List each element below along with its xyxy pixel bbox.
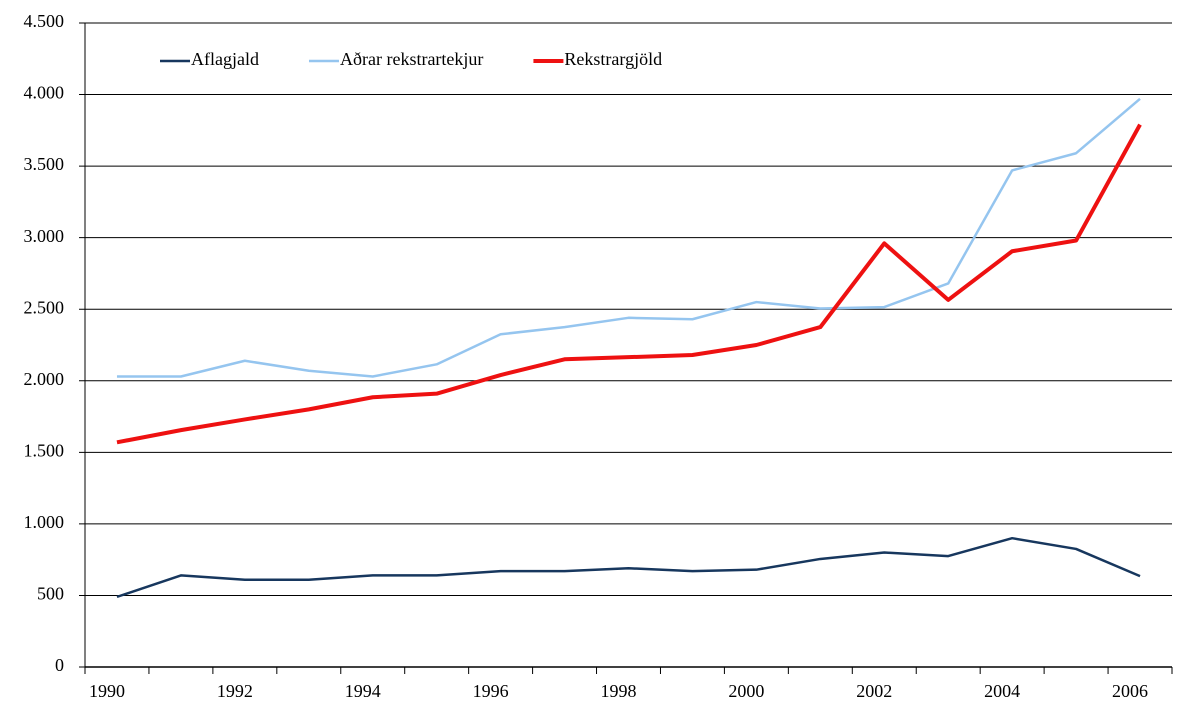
x-tick-label: 1996 xyxy=(473,681,509,701)
y-tick-label: 2.000 xyxy=(24,369,65,389)
line-series xyxy=(116,97,1141,378)
legend-label: Rekstrargjöld xyxy=(564,49,662,69)
y-tick-label: 2.500 xyxy=(24,297,65,317)
x-tick-label: 2006 xyxy=(1112,681,1148,701)
x-tick-label: 2000 xyxy=(728,681,764,701)
y-tick-label: 4.500 xyxy=(24,11,65,31)
x-tick-label: 2002 xyxy=(856,681,892,701)
y-tick-label: 1.500 xyxy=(24,440,65,460)
y-tick-label: 3.000 xyxy=(24,226,65,246)
y-tick-label: 0 xyxy=(55,655,64,675)
x-tick-label: 1992 xyxy=(217,681,253,701)
legend-label: Aflagjald xyxy=(191,49,259,69)
y-tick-label: 4.000 xyxy=(24,83,65,103)
line-series xyxy=(116,536,1141,599)
legend-label: Aðrar rekstrartekjur xyxy=(340,49,483,69)
y-tick-label: 1.000 xyxy=(24,512,65,532)
x-tick-label: 1994 xyxy=(345,681,381,701)
line-series xyxy=(116,123,1142,445)
x-tick-label: 1998 xyxy=(601,681,637,701)
y-tick-label: 500 xyxy=(37,584,64,604)
y-tick-label: 3.500 xyxy=(24,154,65,174)
x-tick-label: 2004 xyxy=(984,681,1020,701)
x-tick-label: 1990 xyxy=(89,681,125,701)
